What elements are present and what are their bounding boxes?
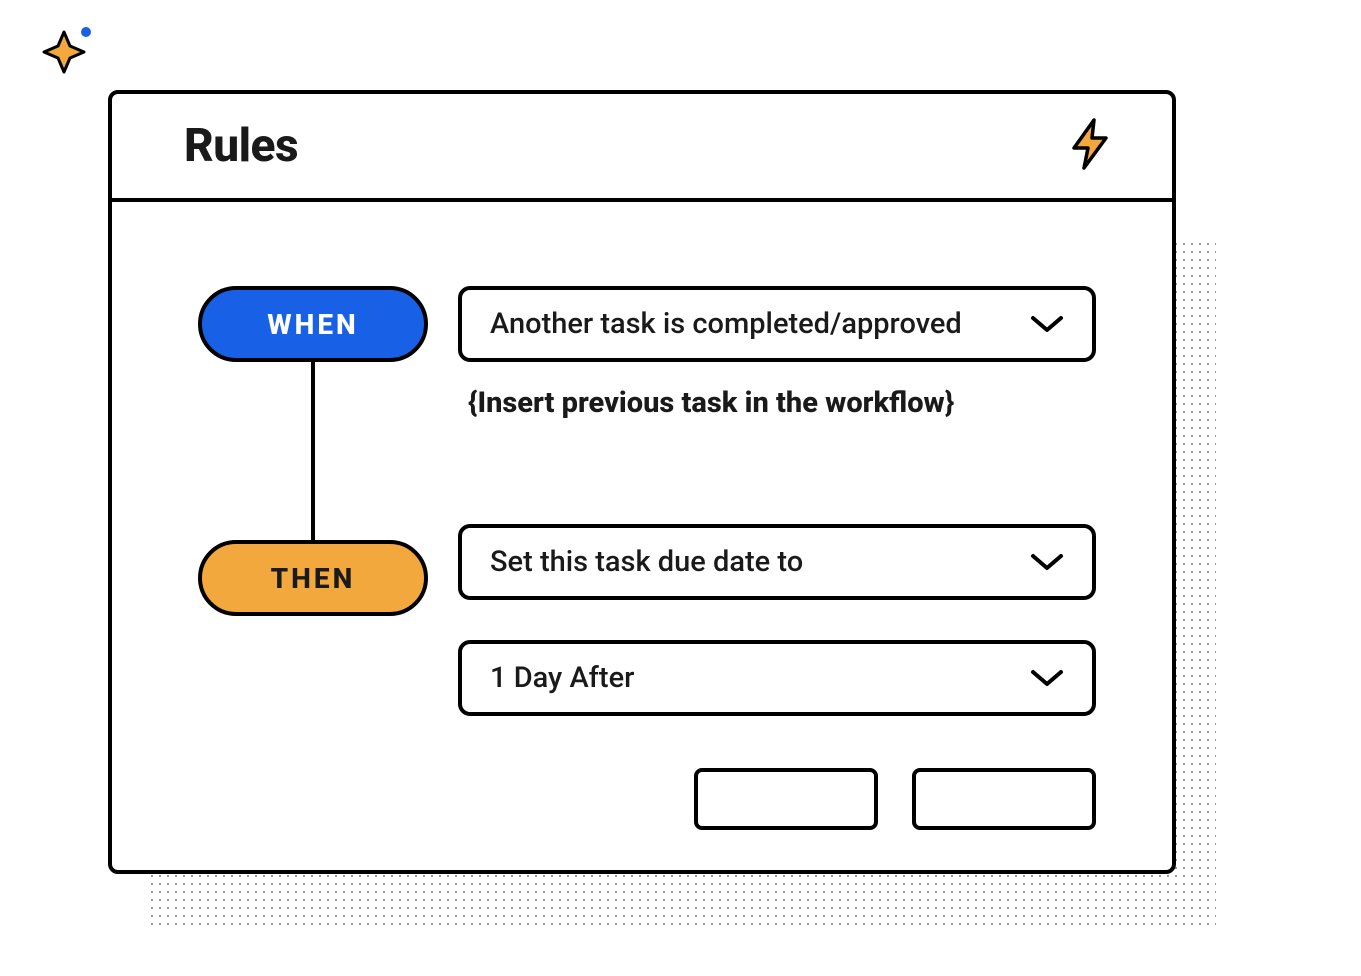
footer-buttons [694, 768, 1096, 830]
then-pill: THEN [198, 540, 428, 616]
rules-panel: Rules WHEN THEN Another task is complete… [108, 90, 1176, 874]
then-timing-select[interactable]: 1 Day After [458, 640, 1096, 716]
when-trigger-select[interactable]: Another task is completed/approved [458, 286, 1096, 362]
then-action-value: Set this task due date to [490, 545, 803, 579]
then-action-select[interactable]: Set this task due date to [458, 524, 1096, 600]
chevron-down-icon [1030, 314, 1064, 334]
flow-connector-column: WHEN THEN [188, 286, 438, 616]
sparkle-icon [40, 24, 96, 84]
panel-title: Rules [184, 119, 298, 173]
chevron-down-icon [1030, 668, 1064, 688]
footer-button-2[interactable] [912, 768, 1096, 830]
panel-header: Rules [112, 94, 1172, 202]
footer-button-1[interactable] [694, 768, 878, 830]
when-hint-text: {Insert previous task in the workflow} [468, 386, 1096, 420]
connector-line [311, 362, 315, 540]
when-trigger-value: Another task is completed/approved [490, 307, 962, 341]
panel-body: WHEN THEN Another task is completed/appr… [112, 202, 1172, 870]
then-timing-value: 1 Day After [490, 661, 634, 695]
chevron-down-icon [1030, 552, 1064, 572]
when-pill: WHEN [198, 286, 428, 362]
lightning-icon [1064, 118, 1116, 174]
when-pill-label: WHEN [267, 308, 359, 341]
then-pill-label: THEN [271, 562, 356, 595]
fields-column: Another task is completed/approved {Inse… [458, 286, 1096, 716]
